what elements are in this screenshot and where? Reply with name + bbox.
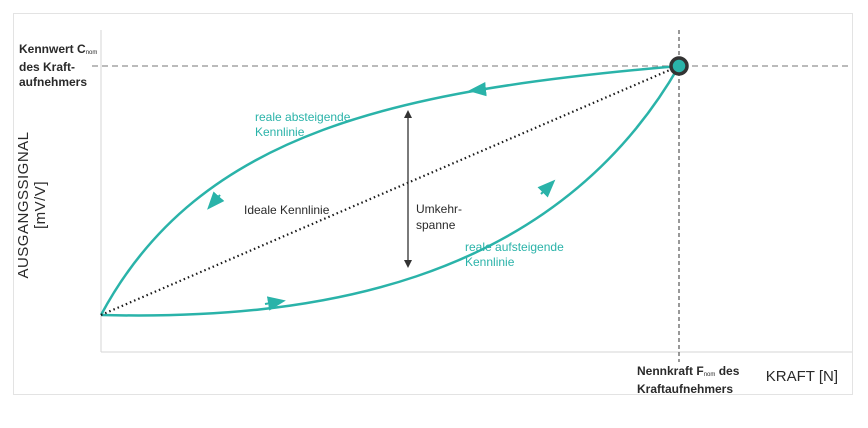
hysteresis-label: Umkehr- spanne — [416, 202, 463, 232]
x-axis-title: KRAFT [N] — [765, 368, 838, 385]
hysteresis-arrow-up — [404, 110, 412, 118]
descending-curve-label: reale absteigende Kennlinie — [255, 110, 351, 139]
ascending-curve — [100, 65, 681, 317]
chart-frame — [13, 13, 853, 395]
ideal-line-label: Ideale Kennlinie — [244, 203, 330, 217]
descending-curve — [99, 64, 680, 316]
ascending-curve-label: reale aufsteigende Kennlinie — [465, 240, 564, 269]
ideal-line — [100, 64, 680, 317]
ascending-arrow-bottom — [264, 296, 286, 311]
descending-arrow-left — [207, 191, 225, 210]
descending-arrow-top — [468, 81, 488, 97]
hysteresis-arrow-down — [404, 260, 412, 268]
ascending-arrow-right — [537, 179, 556, 198]
nominal-output-annotation: Kennwert Cnom des Kraft- aufnehmers — [19, 42, 98, 89]
y-axis-title: AUSGANGSSIGNAL [mV/V] — [15, 131, 49, 279]
nominal-point-marker — [669, 56, 689, 76]
nominal-force-annotation: Nennkraft Fnom des Kraftaufnehmers — [637, 364, 740, 396]
